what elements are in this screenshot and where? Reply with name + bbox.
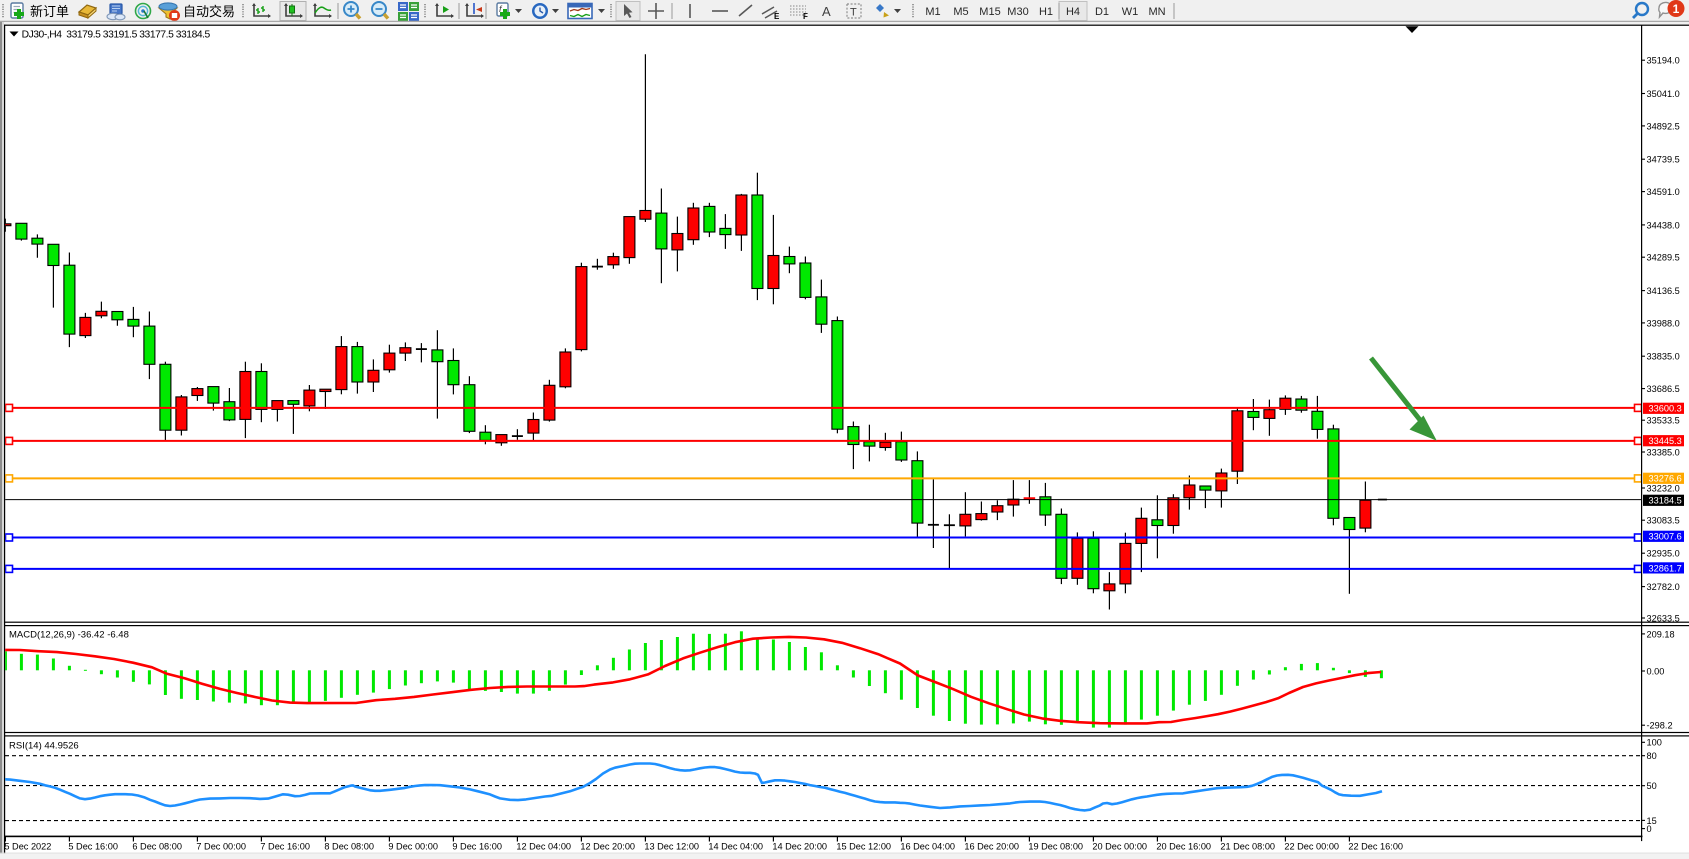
svg-text:M5: M5 [953, 6, 968, 18]
svg-text:M1: M1 [925, 6, 940, 18]
svg-text:33232.0: 33232.0 [1647, 483, 1680, 493]
svg-text:33083.5: 33083.5 [1647, 516, 1680, 526]
svg-text:0: 0 [1647, 824, 1652, 834]
svg-text:7 Dec 00:00: 7 Dec 00:00 [196, 842, 246, 852]
svg-text:22 Dec 00:00: 22 Dec 00:00 [1284, 842, 1339, 852]
svg-text:35041.0: 35041.0 [1647, 89, 1680, 99]
svg-text:W1: W1 [1122, 6, 1139, 18]
svg-text:MACD(12,26,9) -36.42 -6.48: MACD(12,26,9) -36.42 -6.48 [9, 630, 129, 641]
svg-text:8 Dec 08:00: 8 Dec 08:00 [324, 842, 374, 852]
svg-text:34289.5: 34289.5 [1647, 253, 1680, 263]
svg-text:32861.7: 32861.7 [1649, 563, 1682, 573]
svg-text:32935.0: 32935.0 [1647, 549, 1680, 559]
svg-text:-298.2: -298.2 [1647, 721, 1673, 731]
svg-text:21 Dec 08:00: 21 Dec 08:00 [1220, 842, 1275, 852]
svg-text:33184.5: 33184.5 [1649, 496, 1682, 506]
svg-text:D1: D1 [1095, 6, 1109, 18]
svg-text:M15: M15 [979, 6, 1000, 18]
svg-text:MN: MN [1148, 6, 1165, 18]
svg-text:33385.0: 33385.0 [1647, 447, 1680, 457]
svg-text:34438.0: 34438.0 [1647, 220, 1680, 230]
svg-text:33007.6: 33007.6 [1649, 532, 1682, 542]
svg-text:5 Dec 16:00: 5 Dec 16:00 [68, 842, 118, 852]
svg-text:M30: M30 [1007, 6, 1028, 18]
svg-text:H4: H4 [1066, 6, 1080, 18]
svg-text:T: T [850, 7, 857, 19]
svg-text:33533.5: 33533.5 [1647, 416, 1680, 426]
svg-text:0.00: 0.00 [1647, 666, 1665, 676]
svg-text:33445.3: 33445.3 [1649, 436, 1682, 446]
svg-text:33988.0: 33988.0 [1647, 318, 1680, 328]
svg-text:15: 15 [1647, 816, 1657, 826]
svg-text:5 Dec 2022: 5 Dec 2022 [4, 842, 51, 852]
svg-text:209.18: 209.18 [1647, 629, 1675, 639]
svg-text:13 Dec 12:00: 13 Dec 12:00 [644, 842, 699, 852]
svg-text:32782.0: 32782.0 [1647, 582, 1680, 592]
svg-text:33835.0: 33835.0 [1647, 352, 1680, 362]
svg-text:自动交易: 自动交易 [183, 4, 235, 19]
svg-text:20 Dec 00:00: 20 Dec 00:00 [1092, 842, 1147, 852]
svg-text:32633.5: 32633.5 [1647, 613, 1680, 623]
svg-text:33686.5: 33686.5 [1647, 384, 1680, 394]
svg-text:F: F [803, 12, 808, 21]
svg-text:19 Dec 08:00: 19 Dec 08:00 [1028, 842, 1083, 852]
svg-text:34739.5: 34739.5 [1647, 155, 1680, 165]
svg-text:9 Dec 00:00: 9 Dec 00:00 [388, 842, 438, 852]
svg-text:16 Dec 20:00: 16 Dec 20:00 [964, 842, 1019, 852]
svg-text:新订单: 新订单 [30, 4, 69, 19]
svg-text:100: 100 [1647, 738, 1662, 748]
svg-text:33600.3: 33600.3 [1649, 404, 1682, 414]
svg-text:15 Dec 12:00: 15 Dec 12:00 [836, 842, 891, 852]
svg-text:14 Dec 04:00: 14 Dec 04:00 [708, 842, 763, 852]
svg-text:16 Dec 04:00: 16 Dec 04:00 [900, 842, 955, 852]
svg-text:DJ30-,H4 33179.5 33191.5 3317: DJ30-,H4 33179.5 33191.5 33177.5 33184.5 [22, 29, 211, 40]
svg-text:E: E [774, 12, 780, 21]
svg-text:33276.6: 33276.6 [1649, 474, 1682, 484]
svg-text:50: 50 [1647, 781, 1657, 791]
svg-text:f: f [499, 4, 503, 14]
svg-text:6 Dec 08:00: 6 Dec 08:00 [132, 842, 182, 852]
svg-text:14 Dec 20:00: 14 Dec 20:00 [772, 842, 827, 852]
svg-text:34136.5: 34136.5 [1647, 286, 1680, 296]
svg-text:80: 80 [1647, 751, 1657, 761]
svg-text:12 Dec 20:00: 12 Dec 20:00 [580, 842, 635, 852]
svg-text:RSI(14) 44.9526: RSI(14) 44.9526 [9, 741, 79, 752]
svg-text:1: 1 [1673, 2, 1680, 16]
svg-text:20 Dec 16:00: 20 Dec 16:00 [1156, 842, 1211, 852]
svg-text:9 Dec 16:00: 9 Dec 16:00 [452, 842, 502, 852]
svg-text:22 Dec 16:00: 22 Dec 16:00 [1348, 842, 1403, 852]
svg-text:7 Dec 16:00: 7 Dec 16:00 [260, 842, 310, 852]
svg-text:A: A [822, 4, 831, 19]
svg-text:34892.5: 34892.5 [1647, 121, 1680, 131]
svg-text:34591.0: 34591.0 [1647, 187, 1680, 197]
svg-text:H1: H1 [1039, 6, 1053, 18]
svg-text:35194.0: 35194.0 [1647, 56, 1680, 66]
svg-text:12 Dec 04:00: 12 Dec 04:00 [516, 842, 571, 852]
